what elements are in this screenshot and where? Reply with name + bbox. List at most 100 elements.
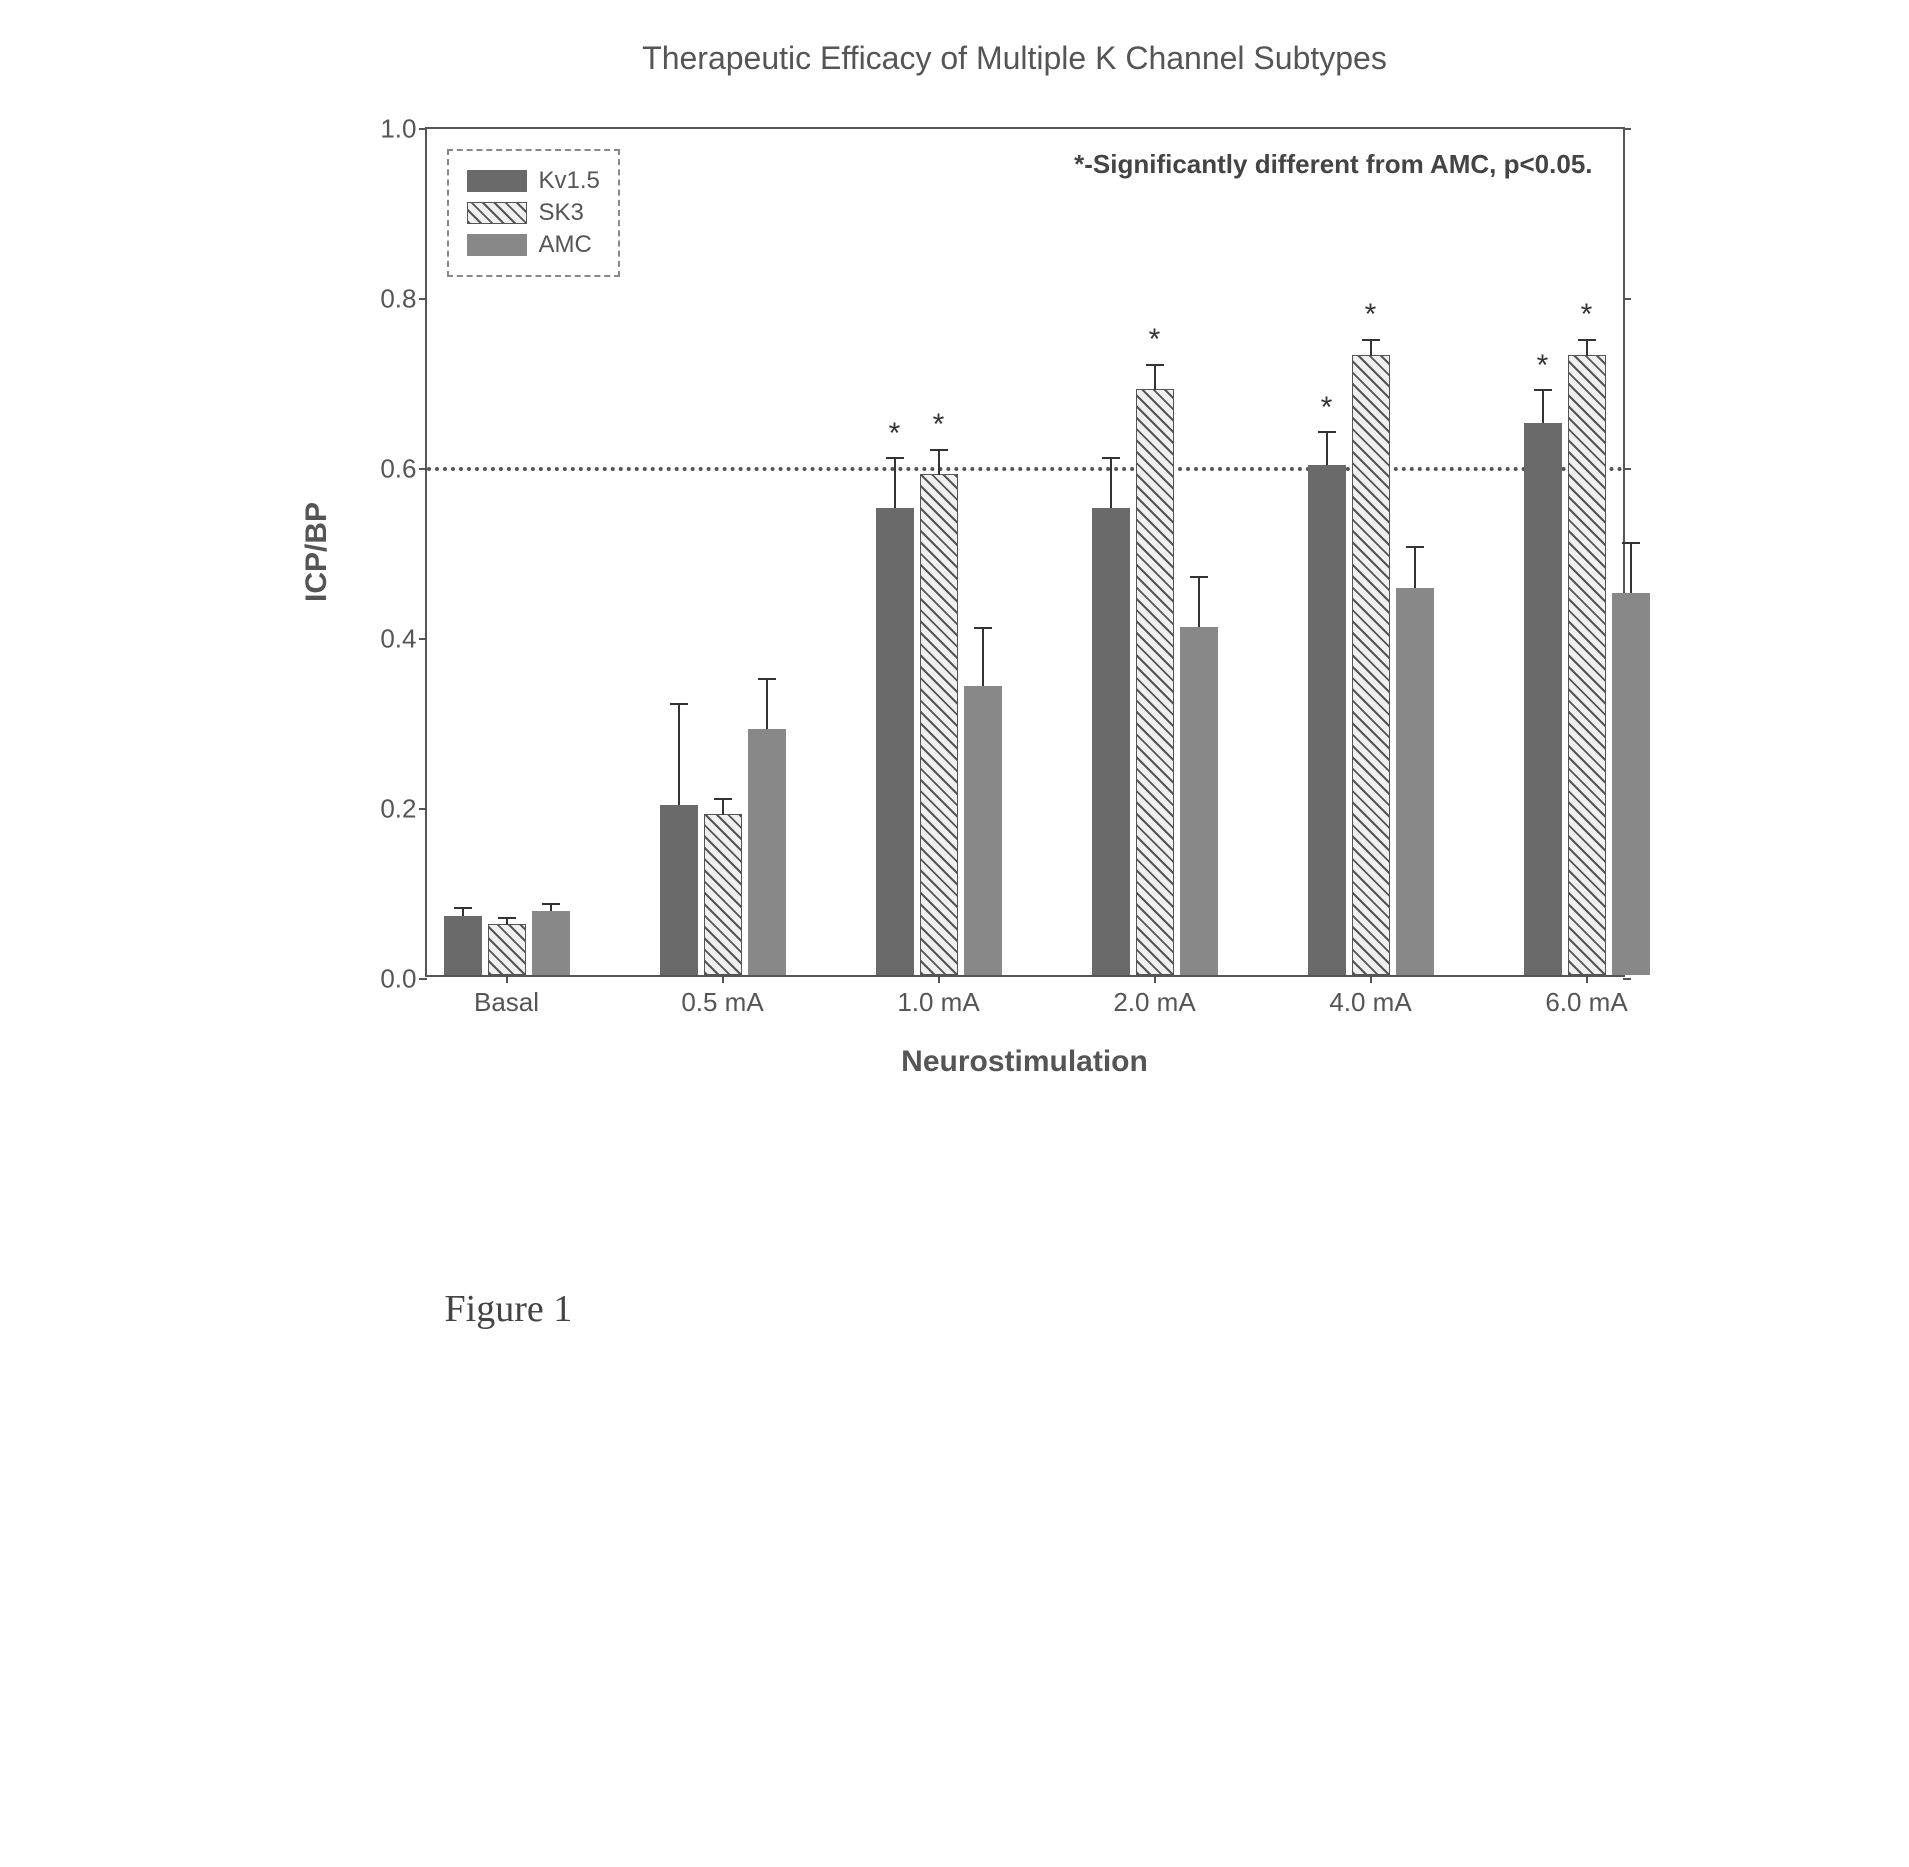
legend-item-amc: AMC	[467, 231, 600, 259]
error-bar	[550, 903, 552, 912]
y-axis-label: ICP/BP	[300, 502, 334, 602]
x-tick-label: 1.0 mA	[897, 987, 979, 1018]
error-cap	[1406, 546, 1424, 548]
y-tick-label: 0.8	[357, 284, 417, 315]
x-tick-mark	[938, 975, 940, 983]
y-tick-mark	[1623, 298, 1631, 300]
error-cap	[974, 627, 992, 629]
error-bar	[1110, 457, 1112, 508]
figure-wrapper: Therapeutic Efficacy of Multiple K Chann…	[205, 40, 1705, 1331]
error-bar	[1326, 431, 1328, 465]
error-cap	[714, 798, 732, 800]
bar-kv15	[444, 916, 482, 976]
error-bar	[1586, 339, 1588, 356]
bar-sk3	[1136, 389, 1174, 976]
y-tick-label: 0.0	[357, 964, 417, 995]
y-tick-label: 0.4	[357, 624, 417, 655]
legend-swatch-sk3	[467, 202, 527, 224]
significance-marker: *	[1365, 298, 1377, 332]
legend-label: Kv1.5	[539, 167, 600, 195]
legend-item-sk3: SK3	[467, 199, 600, 227]
legend-swatch-kv15	[467, 170, 527, 192]
bar-amc	[748, 729, 786, 976]
error-cap	[542, 903, 560, 905]
legend-label: AMC	[539, 231, 592, 259]
significance-marker: *	[933, 408, 945, 442]
bar-kv15	[876, 508, 914, 976]
error-cap	[1190, 576, 1208, 578]
error-bar	[894, 457, 896, 508]
error-bar	[506, 917, 508, 926]
bar-sk3	[920, 474, 958, 976]
bar-amc	[1180, 627, 1218, 976]
significance-marker: *	[1321, 391, 1333, 425]
bar-amc	[1396, 588, 1434, 975]
x-tick-mark	[506, 975, 508, 983]
x-axis-label: Neurostimulation	[901, 1045, 1148, 1079]
x-tick-label: Basal	[474, 987, 539, 1018]
error-cap	[1146, 364, 1164, 366]
error-bar	[1370, 339, 1372, 356]
error-cap	[1362, 339, 1380, 341]
x-tick-label: 2.0 mA	[1113, 987, 1195, 1018]
error-bar	[462, 907, 464, 916]
bar-kv15	[1524, 423, 1562, 976]
y-tick-mark	[1623, 468, 1631, 470]
significance-note: *-Significantly different from AMC, p<0.…	[1074, 149, 1592, 180]
y-tick-mark	[419, 638, 427, 640]
bar-kv15	[660, 805, 698, 975]
error-cap	[1318, 431, 1336, 433]
legend: Kv1.5 SK3 AMC	[447, 149, 620, 277]
y-tick-mark	[419, 468, 427, 470]
error-cap	[670, 703, 688, 705]
error-cap	[1578, 339, 1596, 341]
error-bar	[938, 449, 940, 475]
error-cap	[886, 457, 904, 459]
error-bar	[678, 703, 680, 805]
x-tick-mark	[1370, 975, 1372, 983]
plot-region: Kv1.5 SK3 AMC *-Significantly different …	[425, 127, 1625, 977]
y-tick-label: 1.0	[357, 114, 417, 145]
x-tick-label: 6.0 mA	[1545, 987, 1627, 1018]
y-tick-mark	[1623, 978, 1631, 980]
chart-title: Therapeutic Efficacy of Multiple K Chann…	[325, 40, 1705, 77]
y-tick-mark	[419, 978, 427, 980]
bar-amc	[964, 686, 1002, 975]
legend-item-kv15: Kv1.5	[467, 167, 600, 195]
error-cap	[930, 449, 948, 451]
error-cap	[1622, 542, 1640, 544]
error-bar	[1414, 546, 1416, 589]
error-bar	[982, 627, 984, 687]
bar-amc	[532, 911, 570, 975]
significance-marker: *	[889, 417, 901, 451]
legend-swatch-amc	[467, 234, 527, 256]
y-tick-label: 0.6	[357, 454, 417, 485]
error-cap	[1102, 457, 1120, 459]
y-tick-label: 0.2	[357, 794, 417, 825]
error-bar	[1630, 542, 1632, 593]
figure-label: Figure 1	[445, 1287, 1705, 1331]
reference-line	[427, 467, 1623, 471]
y-tick-mark	[419, 128, 427, 130]
error-bar	[1154, 364, 1156, 390]
y-tick-mark	[419, 298, 427, 300]
error-cap	[1534, 389, 1552, 391]
x-tick-mark	[1154, 975, 1156, 983]
bar-kv15	[1308, 465, 1346, 975]
y-tick-mark	[419, 808, 427, 810]
significance-marker: *	[1581, 298, 1593, 332]
bar-sk3	[1352, 355, 1390, 976]
x-tick-label: 0.5 mA	[681, 987, 763, 1018]
legend-label: SK3	[539, 199, 584, 227]
bar-sk3	[704, 814, 742, 976]
bar-kv15	[1092, 508, 1130, 976]
error-bar	[1198, 576, 1200, 627]
bar-amc	[1612, 593, 1650, 976]
error-bar	[1542, 389, 1544, 423]
chart-area: Kv1.5 SK3 AMC *-Significantly different …	[305, 107, 1705, 1107]
bar-sk3	[1568, 355, 1606, 976]
error-cap	[454, 907, 472, 909]
x-tick-mark	[722, 975, 724, 983]
y-tick-mark	[1623, 128, 1631, 130]
significance-marker: *	[1149, 323, 1161, 357]
